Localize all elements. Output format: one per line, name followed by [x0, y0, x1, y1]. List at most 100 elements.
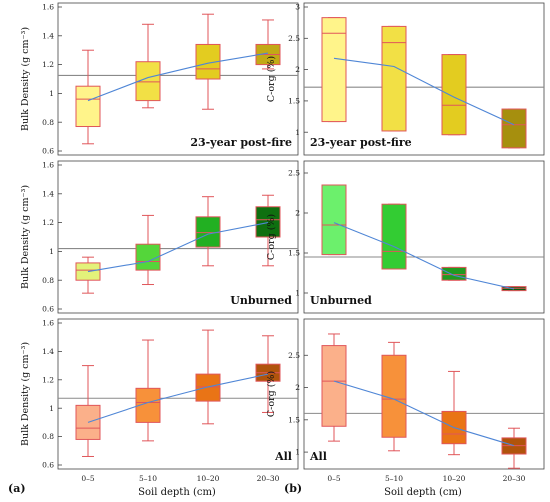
box-10–20	[441, 266, 467, 281]
y-axis-label: C-org (%)	[266, 371, 277, 417]
x-tick-label: 5–10	[385, 474, 403, 483]
y-tick-label: 1	[49, 404, 54, 413]
y-tick-label: 0.8	[42, 118, 54, 127]
figure-label-a: (a)	[8, 482, 26, 495]
box-20–30	[255, 335, 281, 413]
y-tick-label: 1	[295, 128, 300, 137]
plot-frame	[57, 2, 299, 156]
panel-b3: 1 1.5 2 2.5 C-org (%) All 0–5 5–10 10–20 20–30	[266, 318, 545, 483]
y-tick-label: 2.5	[288, 169, 300, 178]
x-tick-label: 20–30	[503, 474, 526, 483]
y-tick-label: 2	[295, 209, 300, 218]
panel-a3: 0.6 0.8 1 1.2 1.4 1.6 Bulk Density (g cm⁻³) All…	[20, 318, 299, 483]
y-axis-label: Bulk Density (g cm⁻³)	[20, 185, 31, 289]
panel-label: 23-year post-fire	[190, 136, 292, 149]
panel-b2: 1 1.5 2 2.5 C-org (%) Unburned	[266, 160, 545, 314]
mean-trend-line	[87, 222, 269, 273]
box-10–20	[195, 329, 221, 425]
box-20–30	[255, 19, 281, 70]
y-tick-label: 1.6	[42, 161, 54, 170]
x-axis-title-a: Soil depth (cm)	[138, 487, 216, 498]
box-5–10	[135, 23, 161, 109]
panel-label: Unburned	[230, 294, 292, 307]
y-tick-label: 1.2	[42, 60, 54, 69]
box-5–10	[381, 203, 407, 270]
box-body	[195, 373, 221, 402]
y-tick-label: 1.4	[42, 31, 54, 40]
box-10–20	[441, 54, 467, 136]
x-tick-label: 10–20	[197, 474, 220, 483]
y-tick-label: 0.6	[42, 147, 54, 156]
y-tick-label: 1	[49, 247, 54, 256]
y-tick-label: 3	[295, 3, 300, 12]
box-0–5	[75, 256, 101, 294]
x-tick-label: 0–5	[327, 474, 341, 483]
box-20–30	[255, 194, 281, 267]
box-body	[441, 266, 467, 281]
y-axis-label: C-org (%)	[266, 214, 277, 260]
box-body	[321, 184, 347, 256]
y-axis-label: C-org (%)	[266, 56, 277, 102]
y-tick-label: 2.5	[288, 351, 300, 360]
y-tick-label: 0.6	[42, 305, 54, 314]
box-body	[321, 345, 347, 427]
panel-label: 23-year post-fire	[310, 136, 412, 149]
y-tick-label: 2	[295, 383, 300, 392]
box-body	[501, 108, 527, 149]
box-body	[135, 243, 161, 271]
box-body	[381, 203, 407, 270]
y-tick-label: 1.5	[288, 415, 300, 424]
plot-frame	[57, 318, 299, 470]
y-tick-label: 2.5	[288, 34, 300, 43]
box-0–5	[75, 49, 101, 145]
box-body	[321, 17, 347, 123]
y-tick-label: 1.5	[288, 97, 300, 106]
panel-label: Unburned	[310, 294, 372, 307]
x-axis-title-b: Soil depth (cm)	[384, 487, 462, 498]
panel-a1: 0.6 0.8 1 1.2 1.4 1.6 Bulk Density (g cm⁻³) 23-…	[20, 2, 299, 156]
box-20–30	[501, 108, 527, 149]
panels: 0.6 0.8 1 1.2 1.4 1.6 Bulk Density (g cm⁻³) 23-…	[20, 2, 545, 483]
y-axis-label: Bulk Density (g cm⁻³)	[20, 342, 31, 446]
y-tick-label: 1	[295, 448, 300, 457]
box-5–10	[381, 25, 407, 132]
box-body	[195, 216, 221, 248]
panel-b1: 1 1.5 2 2.5 3 C-org (%) 23-year post-fire	[266, 2, 545, 156]
box-body	[75, 262, 101, 281]
box-body	[441, 54, 467, 136]
y-tick-label: 1	[295, 289, 300, 298]
x-tick-label: 20–30	[257, 474, 280, 483]
y-tick-label: 1	[49, 89, 54, 98]
mean-trend-line	[87, 373, 269, 423]
y-tick-label: 0.8	[42, 432, 54, 441]
y-tick-label: 1.5	[288, 249, 300, 258]
box-5–10	[135, 214, 161, 286]
x-tick-label: 10–20	[443, 474, 466, 483]
y-tick-label: 1.4	[42, 189, 54, 198]
figure-label-b: (b)	[284, 482, 302, 495]
y-tick-label: 1.2	[42, 375, 54, 384]
x-tick-label: 0–5	[81, 474, 95, 483]
mean-trend-line	[87, 52, 269, 102]
mean-trend-line	[333, 380, 515, 447]
mean-trend-line	[333, 57, 515, 126]
box-body	[75, 85, 101, 128]
box-body	[381, 25, 407, 132]
box-0–5	[321, 333, 347, 442]
y-tick-label: 2	[295, 65, 300, 74]
y-tick-label: 0.8	[42, 276, 54, 285]
y-axis-label: Bulk Density (g cm⁻³)	[20, 27, 31, 131]
y-tick-label: 0.6	[42, 461, 54, 470]
y-tick-label: 1.4	[42, 347, 54, 356]
box-body	[135, 387, 161, 423]
box-body	[255, 206, 281, 238]
box-0–5	[321, 184, 347, 256]
box-0–5	[321, 17, 347, 123]
x-tick-label: 5–10	[139, 474, 157, 483]
panel-label: All	[309, 450, 327, 463]
y-tick-label: 1.6	[42, 319, 54, 328]
y-tick-label: 1.2	[42, 218, 54, 227]
panel-a2: 0.6 0.8 1 1.2 1.4 1.6 Bulk Density (g cm⁻³) Unb…	[20, 160, 299, 314]
mean-trend-line	[333, 222, 515, 290]
